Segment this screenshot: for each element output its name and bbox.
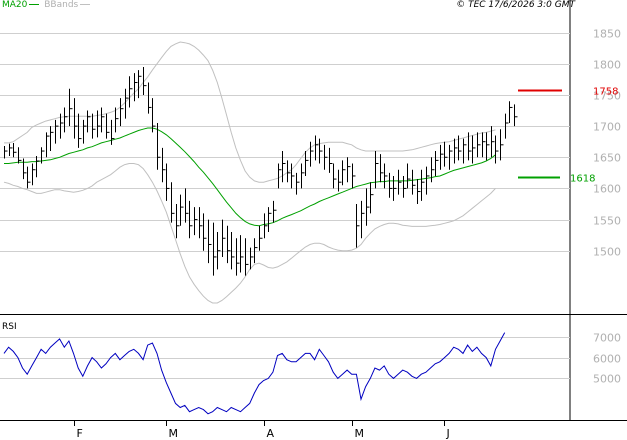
chart-legend: MA20 BBands <box>2 0 91 11</box>
price-tick-label: 1750 <box>593 90 621 103</box>
legend-ma20-label: MA20 <box>2 0 28 10</box>
rsi-line <box>3 332 506 415</box>
price-tick-label: 1850 <box>593 28 621 41</box>
rsi-tick-label: 5000 <box>593 373 621 386</box>
legend-ma20-swatch <box>29 4 40 5</box>
price-tick-label: 1550 <box>593 215 621 228</box>
copyright-stamp: © TEC 17/6/2026 3:0 GMT <box>456 0 575 10</box>
level-label: 1618 <box>570 174 595 185</box>
level-label: 1758 <box>593 87 618 98</box>
month-label: J <box>446 427 450 440</box>
month-label: M <box>355 427 365 440</box>
price-tick-label: 1700 <box>593 121 621 134</box>
month-label: A <box>267 427 275 440</box>
bollinger-upper-line <box>4 41 496 183</box>
rsi-tick-label: 7000 <box>593 332 621 345</box>
bollinger-lower-line <box>3 163 496 304</box>
price-tick-label: 1600 <box>593 183 621 196</box>
legend-bbands-swatch <box>80 4 91 5</box>
rsi-tick-label: 6000 <box>593 353 621 366</box>
price-tick-label: 1500 <box>593 246 621 259</box>
price-tick-label: 1800 <box>593 59 621 72</box>
price-tick-label: 1650 <box>593 152 621 165</box>
month-label: F <box>77 427 83 440</box>
ma20-line <box>4 127 496 227</box>
rsi-panel-title: RSI <box>2 322 17 332</box>
legend-bbands-label: BBands <box>44 0 79 10</box>
month-label: M <box>169 427 179 440</box>
